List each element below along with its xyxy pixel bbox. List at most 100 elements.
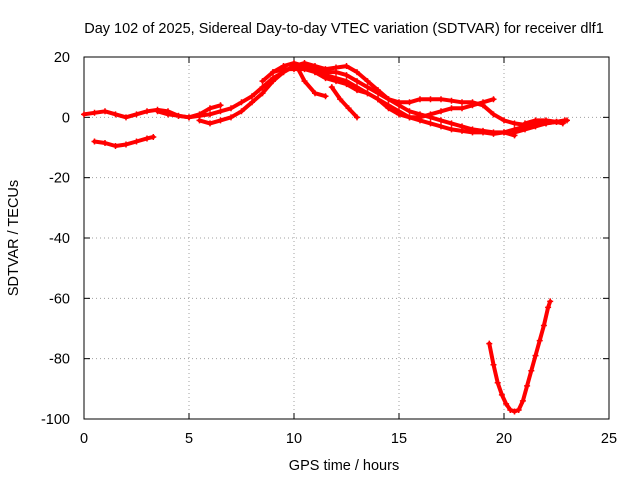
y-tick-label: -20 — [49, 171, 70, 187]
data-point — [498, 391, 505, 398]
data-point — [490, 130, 497, 137]
data-point — [364, 90, 371, 97]
data-point — [385, 96, 392, 103]
data-point — [438, 108, 444, 115]
data-point — [559, 120, 566, 127]
data-point — [528, 367, 535, 374]
data-point — [396, 108, 402, 115]
data-point — [494, 379, 501, 386]
data-point — [337, 96, 344, 103]
data-point — [295, 66, 302, 73]
data-point — [536, 337, 543, 344]
data-point — [322, 66, 329, 73]
data-point — [259, 90, 266, 97]
data-point — [343, 72, 350, 79]
x-tick-label: 25 — [601, 431, 617, 447]
data-point — [312, 69, 318, 76]
data-point — [522, 126, 528, 133]
data-point — [259, 84, 266, 91]
data-point — [532, 117, 539, 124]
series-line-track-c — [155, 64, 527, 127]
data-point — [280, 66, 287, 73]
data-point — [524, 382, 531, 389]
data-point — [343, 78, 350, 85]
data-point — [144, 135, 150, 142]
data-point — [354, 84, 360, 91]
data-point — [480, 129, 486, 136]
data-point — [469, 129, 476, 136]
data-point — [503, 400, 510, 407]
data-point — [438, 123, 444, 130]
data-point — [545, 304, 552, 311]
chart-title: Day 102 of 2025, Sidereal Day-to-day VTE… — [84, 21, 604, 37]
data-point — [328, 84, 335, 91]
data-point — [507, 406, 514, 413]
data-point — [345, 105, 352, 112]
data-point — [217, 117, 224, 124]
data-point — [91, 138, 98, 145]
data-point — [249, 93, 255, 100]
data-point — [459, 99, 465, 106]
data-point — [333, 75, 339, 82]
x-tick-label: 20 — [496, 431, 512, 447]
series-line-track-k — [487, 299, 553, 414]
data-point — [417, 96, 423, 103]
data-point — [501, 129, 507, 136]
data-point — [249, 99, 255, 106]
data-point — [354, 69, 360, 76]
data-point — [396, 102, 402, 109]
data-point — [207, 120, 213, 127]
data-point — [553, 118, 560, 125]
data-point — [438, 117, 444, 124]
x-tick-label: 5 — [185, 431, 193, 447]
data-point — [469, 102, 476, 109]
data-point — [150, 133, 157, 140]
data-point — [144, 108, 150, 115]
data-point — [515, 406, 522, 413]
data-point — [207, 105, 213, 112]
data-point — [133, 111, 140, 118]
data-point — [322, 93, 329, 100]
x-tick-label: 15 — [391, 431, 407, 447]
data-point — [448, 120, 455, 127]
data-point — [490, 361, 497, 368]
data-point — [364, 78, 371, 85]
data-point — [123, 114, 129, 121]
data-point — [270, 69, 276, 76]
data-point — [511, 408, 518, 415]
data-point — [91, 109, 98, 116]
data-point — [165, 111, 171, 118]
data-point — [312, 90, 318, 97]
data-point — [186, 114, 192, 121]
data-point — [427, 120, 434, 127]
data-point — [427, 96, 434, 103]
data-point — [448, 97, 455, 104]
y-tick-label: -40 — [49, 231, 70, 247]
data-point — [112, 111, 119, 118]
data-point — [406, 108, 413, 115]
data-point — [175, 112, 182, 119]
y-tick-label: 0 — [62, 110, 70, 126]
data-point — [154, 108, 161, 115]
data-point — [532, 123, 539, 130]
data-point — [448, 126, 455, 133]
data-point — [511, 120, 518, 127]
x-tick-label: 10 — [286, 431, 302, 447]
data-point — [406, 114, 413, 121]
data-point — [123, 141, 129, 148]
data-point — [102, 139, 108, 146]
data-point — [532, 352, 539, 359]
data-point — [301, 66, 308, 73]
data-series — [81, 60, 570, 415]
data-point — [522, 120, 528, 127]
data-point — [333, 64, 339, 71]
data-point — [312, 63, 318, 70]
tick-labels: 0 5 10 15 20 25 -100 -80 -60 -40 -20 0 20 — [41, 50, 617, 447]
data-point — [490, 111, 497, 118]
data-point — [112, 142, 119, 149]
y-axis-label: SDTVAR / TECUs — [6, 180, 22, 296]
data-point — [540, 322, 547, 329]
data-point — [238, 99, 245, 106]
data-point — [375, 87, 381, 94]
